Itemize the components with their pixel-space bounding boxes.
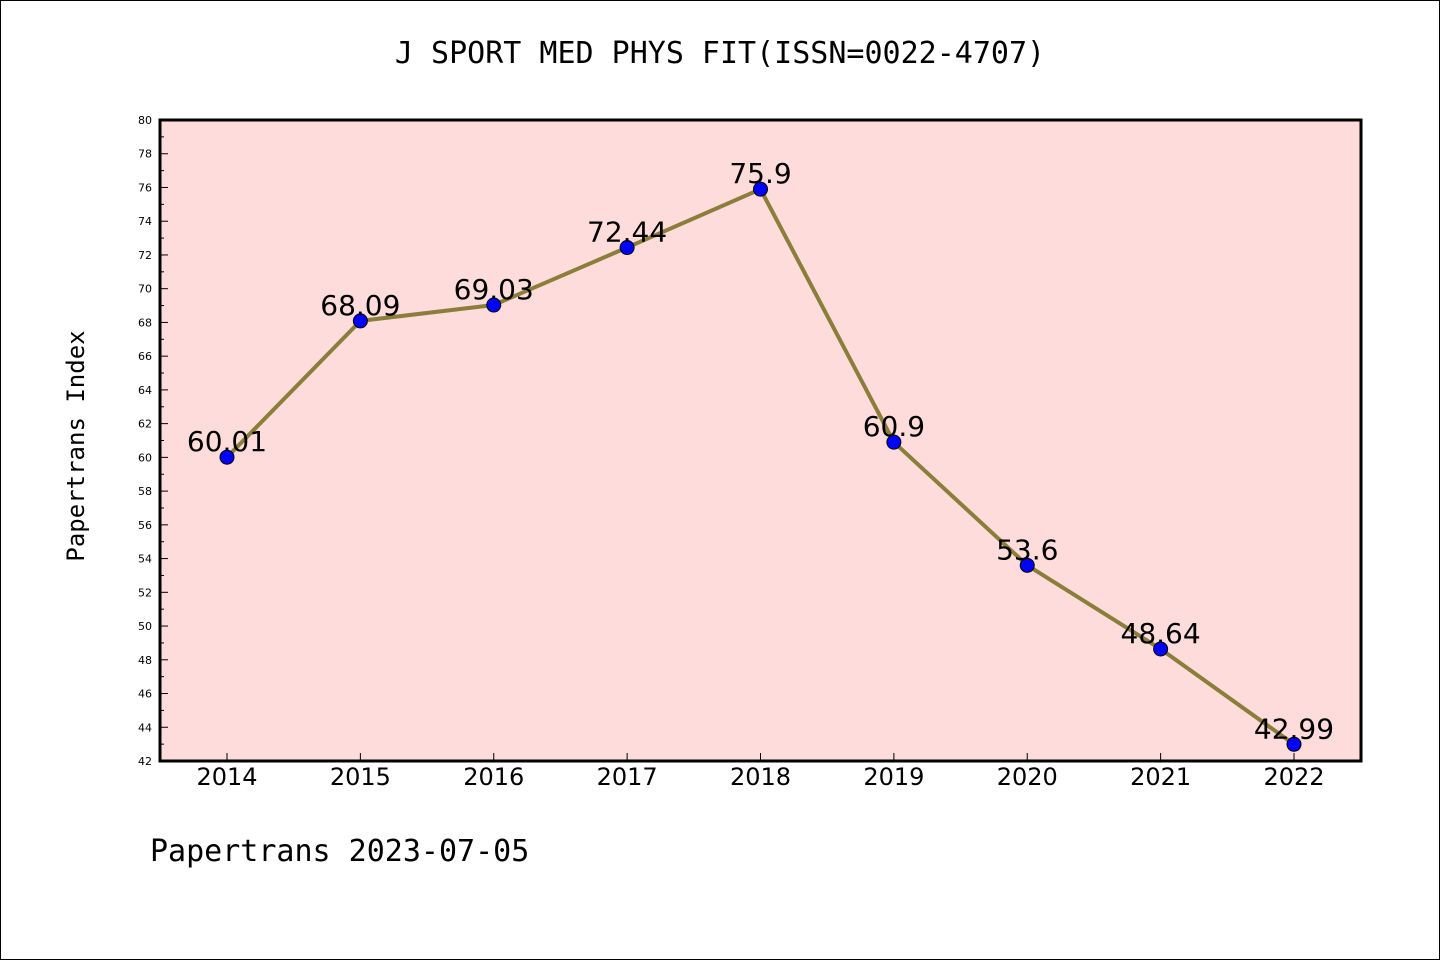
data-label: 68.09	[320, 289, 400, 322]
y-tick-label: 70	[138, 283, 152, 296]
data-label: 42.99	[1254, 712, 1334, 745]
data-label: 69.03	[454, 273, 534, 306]
plot-border	[158, 118, 1363, 763]
y-tick-label: 54	[138, 553, 152, 566]
chart-title: J SPORT MED PHYS FIT(ISSN=0022-4707)	[394, 36, 1046, 71]
data-point	[619, 240, 635, 256]
x-tick-label: 2022	[1263, 763, 1324, 791]
footer-note: Papertrans 2023-07-05	[150, 834, 530, 869]
data-label: 60.9	[863, 410, 925, 443]
data-point	[352, 313, 368, 329]
y-tick-label: 66	[138, 350, 152, 363]
x-tick-label: 2015	[330, 763, 391, 791]
data-point	[1286, 736, 1302, 752]
x-tick-label: 2014	[196, 763, 257, 791]
y-tick-label: 56	[138, 519, 152, 532]
x-tick-label: 2017	[597, 763, 658, 791]
y-tick-label: 68	[138, 316, 152, 329]
y-tick-label: 48	[138, 654, 152, 667]
series-group: 60.01 68.09 69.03 72.44 75.9 60.9 53.6 48.64 42.…	[187, 157, 1334, 752]
y-tick-label: 80	[138, 114, 152, 127]
data-point	[219, 449, 235, 465]
y-tick-label: 76	[138, 181, 152, 194]
data-label: 75.9	[729, 157, 791, 190]
data-label: 53.6	[996, 533, 1058, 566]
y-tick-label: 58	[138, 485, 152, 498]
data-point	[1153, 641, 1169, 657]
x-tick-label: 2018	[730, 763, 791, 791]
data-point	[886, 434, 902, 450]
x-tick-label: 2020	[997, 763, 1058, 791]
y-tick-label: 64	[138, 384, 152, 397]
data-point	[486, 297, 502, 313]
y-tick-label: 46	[138, 688, 152, 701]
x-tick-label: 2016	[463, 763, 524, 791]
y-tick-label: 44	[138, 721, 152, 734]
y-tick-label: 72	[138, 249, 152, 262]
y-tick-label: 62	[138, 418, 152, 431]
data-label: 60.01	[187, 425, 267, 458]
data-label: 72.44	[587, 216, 667, 249]
y-axis: 42 44 46 48 50 52 54 56 58 60 62 64 66 68 70 72 74 76 78 80	[138, 114, 168, 768]
x-tick-label: 2021	[1130, 763, 1191, 791]
y-tick-label: 74	[138, 215, 152, 228]
y-tick-label: 42	[138, 755, 152, 768]
y-tick-label: 60	[138, 451, 152, 464]
y-tick-label: 50	[138, 620, 152, 633]
x-tick-label: 2019	[863, 763, 924, 791]
data-point	[753, 181, 768, 197]
y-tick-label: 52	[138, 586, 152, 599]
data-point	[1019, 557, 1035, 573]
x-axis: 2014 2015 2016 2017 2018 2019 2020 2021 2022	[196, 753, 1325, 791]
y-tick-label: 78	[138, 148, 152, 161]
data-label: 48.64	[1121, 617, 1201, 650]
